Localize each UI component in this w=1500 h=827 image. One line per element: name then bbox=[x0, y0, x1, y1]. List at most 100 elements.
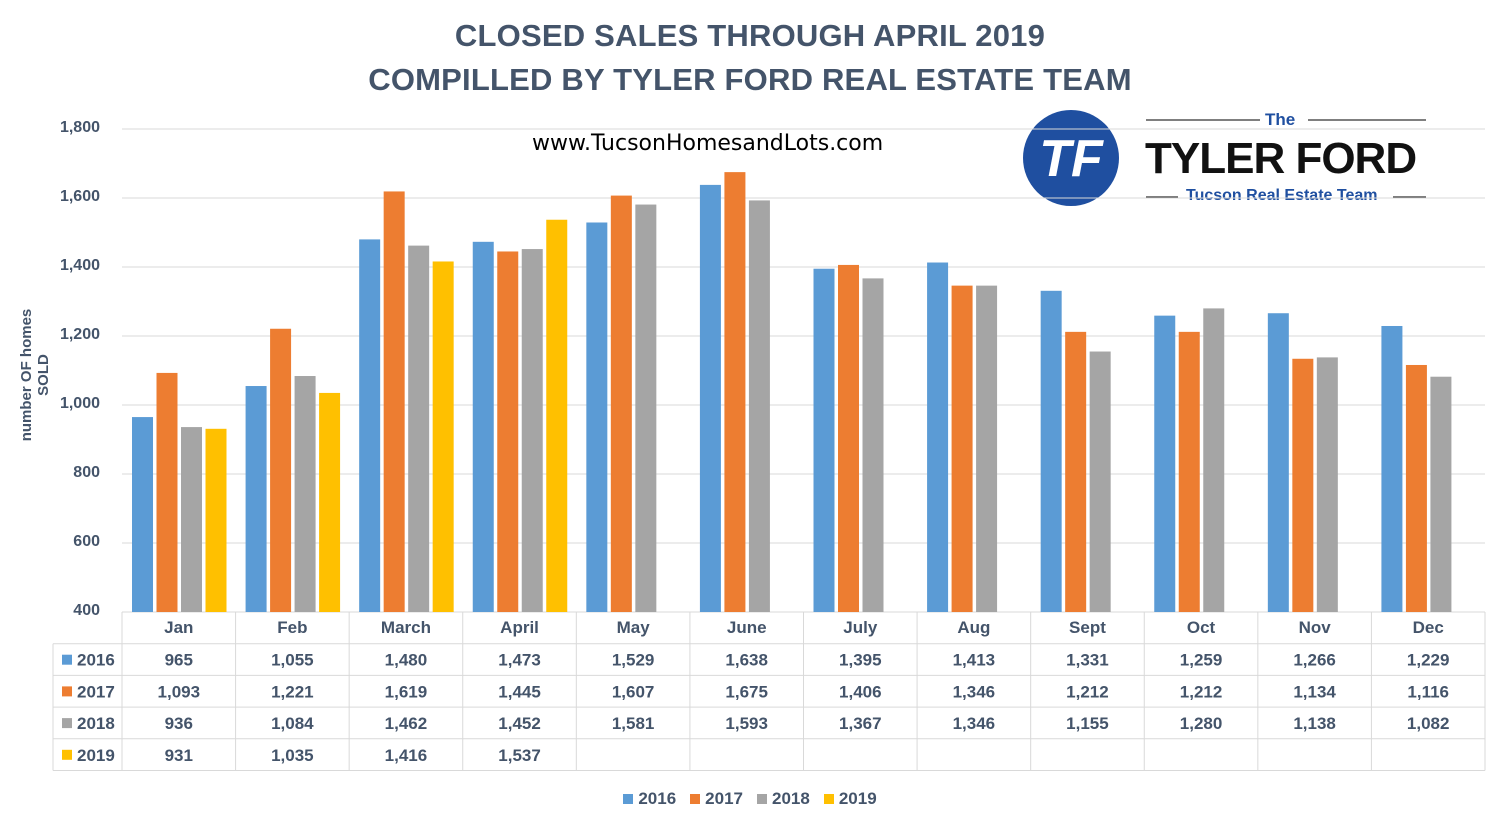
bar-2019-april bbox=[546, 219, 568, 613]
bar-2016-aug bbox=[927, 262, 949, 612]
bar-2017-july bbox=[838, 264, 859, 612]
data-table: Jan 965 1,093 936 931 Feb 1,055 1,221 1,084 1,035… bbox=[52, 612, 1486, 771]
x-tick-label: Dec bbox=[1413, 618, 1444, 637]
legend-label: 2017 bbox=[705, 789, 743, 808]
table-cell: 1,212 bbox=[1180, 682, 1223, 701]
table-cell: 1,280 bbox=[1180, 714, 1223, 733]
table-cell: 1,619 bbox=[385, 682, 428, 701]
chart-title-line-1: CLOSED SALES THROUGH APRIL 2019 bbox=[454, 18, 1046, 53]
legend-item-2018: 2018 bbox=[757, 789, 810, 809]
table-legend-swatch bbox=[62, 654, 72, 665]
x-tick-label: Oct bbox=[1187, 618, 1216, 637]
bar-2019-jan bbox=[205, 428, 227, 612]
x-tick-label: March bbox=[381, 618, 431, 637]
legend: 2016 2017 2018 2019 bbox=[0, 789, 1500, 809]
bar-2017-dec bbox=[1405, 364, 1427, 612]
table-cell: 936 bbox=[165, 714, 193, 733]
bar-2017-feb bbox=[270, 328, 292, 612]
table-cell: 1,529 bbox=[612, 651, 655, 670]
y-tick-label: 1,200 bbox=[59, 326, 100, 343]
table-cell: 931 bbox=[165, 746, 193, 765]
table-cell: 1,480 bbox=[385, 651, 428, 670]
x-tick-label: Nov bbox=[1299, 618, 1332, 637]
bar-2018-sept bbox=[1089, 351, 1111, 612]
table-cell: 1,537 bbox=[498, 746, 541, 765]
bar-2016-feb bbox=[245, 386, 267, 612]
table-cell: 1,084 bbox=[271, 714, 314, 733]
table-cell: 1,138 bbox=[1293, 714, 1336, 733]
y-tick-label: 800 bbox=[73, 464, 100, 481]
bar-2017-jan bbox=[156, 372, 178, 612]
bars bbox=[132, 172, 1452, 613]
bar-2018-june bbox=[748, 200, 770, 613]
y-tick-label: 1,400 bbox=[59, 257, 100, 274]
legend-item-2017: 2017 bbox=[690, 789, 743, 809]
table-cell: 1,638 bbox=[725, 651, 768, 670]
y-tick-label: 1,000 bbox=[59, 395, 100, 412]
table-cell: 1,367 bbox=[839, 714, 882, 733]
legend-item-2016: 2016 bbox=[623, 789, 676, 809]
bar-2016-march bbox=[359, 239, 381, 612]
y-tick-label: 1,800 bbox=[59, 119, 100, 136]
table-cell: 1,607 bbox=[612, 682, 655, 701]
table-cell: 1,116 bbox=[1407, 682, 1449, 701]
table-cell: 1,212 bbox=[1066, 682, 1109, 701]
bar-2017-march bbox=[383, 191, 405, 612]
legend-label: 2018 bbox=[772, 789, 810, 808]
table-cell: 1,221 bbox=[271, 682, 314, 701]
table-cell: 1,473 bbox=[498, 651, 541, 670]
table-cell: 1,266 bbox=[1293, 651, 1336, 670]
bar-2017-june bbox=[724, 172, 746, 612]
bar-2016-april bbox=[472, 241, 494, 612]
bar-2018-jan bbox=[181, 427, 202, 612]
bar-2017-aug bbox=[951, 285, 973, 612]
bar-2016-nov bbox=[1267, 313, 1289, 612]
table-cell: 1,452 bbox=[498, 714, 541, 733]
table-cell: 1,082 bbox=[1407, 714, 1450, 733]
table-cell: 1,346 bbox=[953, 682, 996, 701]
y-tick-label: 400 bbox=[73, 602, 100, 619]
table-cell: 1,406 bbox=[839, 682, 882, 701]
table-cell: 1,445 bbox=[498, 682, 541, 701]
chart-title-line-2: COMPILLED BY TYLER FORD REAL ESTATE TEAM bbox=[368, 62, 1132, 97]
bar-2018-march bbox=[408, 245, 430, 613]
legend-swatch bbox=[690, 794, 701, 804]
x-tick-label: May bbox=[617, 618, 651, 637]
bar-2017-may bbox=[610, 195, 632, 612]
bar-2016-june bbox=[699, 184, 721, 612]
logo-name: TYLER FORD bbox=[1145, 134, 1417, 183]
legend-swatch bbox=[623, 794, 634, 804]
bar-2018-nov bbox=[1316, 357, 1338, 612]
x-tick-label: July bbox=[843, 618, 878, 637]
table-cell: 1,416 bbox=[385, 746, 428, 765]
x-tick-label: Sept bbox=[1069, 618, 1106, 637]
bar-2018-july bbox=[862, 278, 884, 612]
table-cell: 1,134 bbox=[1293, 682, 1336, 701]
bar-2016-dec bbox=[1381, 325, 1403, 612]
legend-label: 2019 bbox=[838, 789, 877, 808]
table-cell: 1,413 bbox=[953, 651, 996, 670]
website-url: www.TucsonHomesandLots.com bbox=[532, 131, 884, 156]
table-cell: 1,093 bbox=[158, 682, 201, 701]
bar-2018-april bbox=[521, 249, 543, 612]
logo-initials: TF bbox=[1039, 130, 1104, 188]
logo-circle bbox=[1023, 110, 1119, 206]
legend-item-2019: 2019 bbox=[823, 789, 877, 809]
logo-the: The bbox=[1265, 110, 1296, 129]
bar-2016-july bbox=[813, 268, 835, 612]
tyler-ford-logo: TF bbox=[1023, 110, 1426, 206]
table-legend-swatch bbox=[62, 686, 72, 697]
table-cell: 1,395 bbox=[839, 651, 882, 670]
table-cell: 1,593 bbox=[725, 714, 768, 733]
table-series-label: 2019 bbox=[77, 746, 115, 765]
table-cell: 1,346 bbox=[953, 714, 996, 733]
bar-2018-dec bbox=[1430, 376, 1452, 612]
x-tick-label: June bbox=[727, 618, 767, 637]
table-series-label: 2017 bbox=[77, 682, 115, 701]
bar-2018-oct bbox=[1203, 308, 1225, 612]
table-series-label: 2018 bbox=[77, 714, 115, 733]
table-cell: 1,581 bbox=[612, 714, 655, 733]
y-tick-label: 600 bbox=[73, 533, 100, 550]
bar-2016-oct bbox=[1154, 315, 1176, 612]
